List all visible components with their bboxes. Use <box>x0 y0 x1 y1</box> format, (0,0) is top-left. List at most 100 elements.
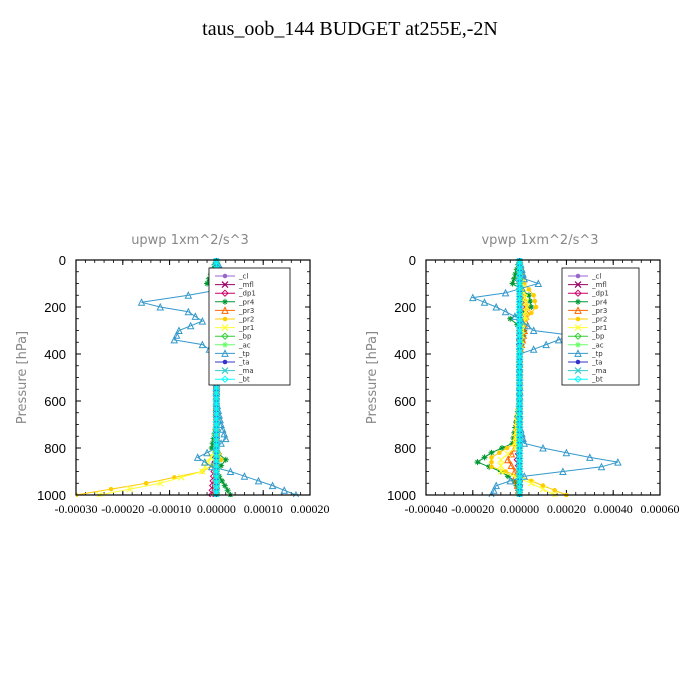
series-marker <box>191 312 200 320</box>
series-marker <box>212 439 221 447</box>
series-marker <box>490 486 498 494</box>
legend-label: _tp <box>238 350 250 358</box>
series-marker <box>212 470 221 478</box>
y-tick-label: 0 <box>59 253 66 268</box>
series-marker <box>515 449 524 457</box>
series-marker <box>511 312 519 320</box>
series-marker <box>515 365 524 374</box>
series-marker <box>212 486 221 494</box>
y-tick-label: 800 <box>394 441 416 456</box>
legend-label: _ta <box>238 359 250 367</box>
series-marker <box>515 418 524 426</box>
series-marker <box>203 448 211 457</box>
series-group <box>468 258 622 497</box>
legend-marker <box>574 306 582 314</box>
series-marker <box>559 467 567 475</box>
series-marker <box>523 321 532 330</box>
series-marker <box>221 482 228 489</box>
series-marker <box>186 321 195 330</box>
series-marker <box>515 298 524 306</box>
x-tick-label: 0.00060 <box>641 502 680 516</box>
series-marker <box>515 350 524 358</box>
x-tick-label: 0.00020 <box>291 502 330 516</box>
series-marker <box>212 475 221 484</box>
series-marker <box>221 434 230 443</box>
y-tick-label: 200 <box>394 300 416 315</box>
series-marker <box>515 287 524 296</box>
series-marker <box>585 453 594 461</box>
series-marker <box>489 455 494 460</box>
y-axis-label: Pressure [hPa] <box>15 331 30 424</box>
series-marker <box>515 439 524 447</box>
series-marker <box>515 360 524 369</box>
legend-marker <box>221 306 229 314</box>
legend-marker <box>221 289 229 297</box>
series-marker <box>515 397 524 405</box>
y-axis-label: Pressure [hPa] <box>365 331 380 424</box>
x-tick-label: 0.00000 <box>500 502 539 516</box>
series-marker <box>210 435 217 442</box>
series-marker <box>156 479 164 487</box>
legend-label: _ac <box>238 341 251 349</box>
legend-marker <box>574 332 582 340</box>
series-marker <box>212 423 221 431</box>
series-marker <box>509 440 516 447</box>
series-marker <box>198 316 207 325</box>
series-marker <box>212 407 221 416</box>
series-marker <box>212 428 221 437</box>
series-marker <box>507 315 514 322</box>
chart-title: vpwp 1xm^2/s^3 <box>481 233 598 248</box>
legend-label: _mfl <box>238 281 254 289</box>
series-marker <box>515 266 524 275</box>
series-marker <box>212 418 221 426</box>
series-marker <box>240 472 249 480</box>
series-marker <box>224 487 231 494</box>
y-tick-label: 600 <box>44 394 66 409</box>
legend-label: _pr1 <box>238 324 254 332</box>
series-marker <box>212 397 221 405</box>
series-marker <box>504 455 512 464</box>
legend: _cl_mfl_dp1_pr4_pr3_pr2_pr1_bp_ac_tp_ta_… <box>208 267 291 386</box>
series-marker <box>137 298 146 306</box>
legend-label: _cl <box>238 273 248 281</box>
series-marker <box>499 445 506 451</box>
series-marker <box>481 454 488 461</box>
legend-label: _bt <box>238 376 250 384</box>
page-title: taus_oob_144 BUDGET at255E,-2N <box>202 18 498 40</box>
series-marker <box>526 287 532 292</box>
series-marker <box>515 371 524 379</box>
series-marker <box>515 433 524 442</box>
series-marker <box>507 449 516 458</box>
series-marker <box>512 271 519 278</box>
legend-label: _pr1 <box>591 324 607 332</box>
legend-label: _ta <box>591 359 603 367</box>
series-marker <box>515 444 524 452</box>
series-marker <box>525 292 532 299</box>
series-marker <box>531 292 536 298</box>
series-marker <box>515 261 524 269</box>
series-marker <box>532 298 538 304</box>
series-marker <box>143 480 149 486</box>
series-marker <box>488 449 495 456</box>
series-marker <box>198 340 207 349</box>
legend-label: _ma <box>238 367 254 375</box>
series-marker <box>597 462 606 471</box>
legend-label: _tp <box>591 350 603 358</box>
x-tick-label: 0.00010 <box>244 502 283 516</box>
legend-marker <box>222 316 228 322</box>
legend: _cl_mfl_dp1_pr4_pr3_pr2_pr1_bp_ac_tp_ta_… <box>561 267 640 386</box>
series-marker <box>515 329 524 337</box>
series-marker <box>515 470 524 478</box>
series-marker <box>492 302 501 311</box>
series-marker <box>515 402 524 410</box>
y-tick-label: 1000 <box>387 488 416 503</box>
legend-label: _pr4 <box>238 298 255 306</box>
legend-label: _mfl <box>591 281 607 289</box>
legend-marker <box>574 281 582 289</box>
series-marker <box>515 381 524 390</box>
series-marker <box>212 444 221 452</box>
series-marker <box>542 340 550 349</box>
legend-label: _pr4 <box>591 298 608 306</box>
series-marker <box>212 402 221 410</box>
